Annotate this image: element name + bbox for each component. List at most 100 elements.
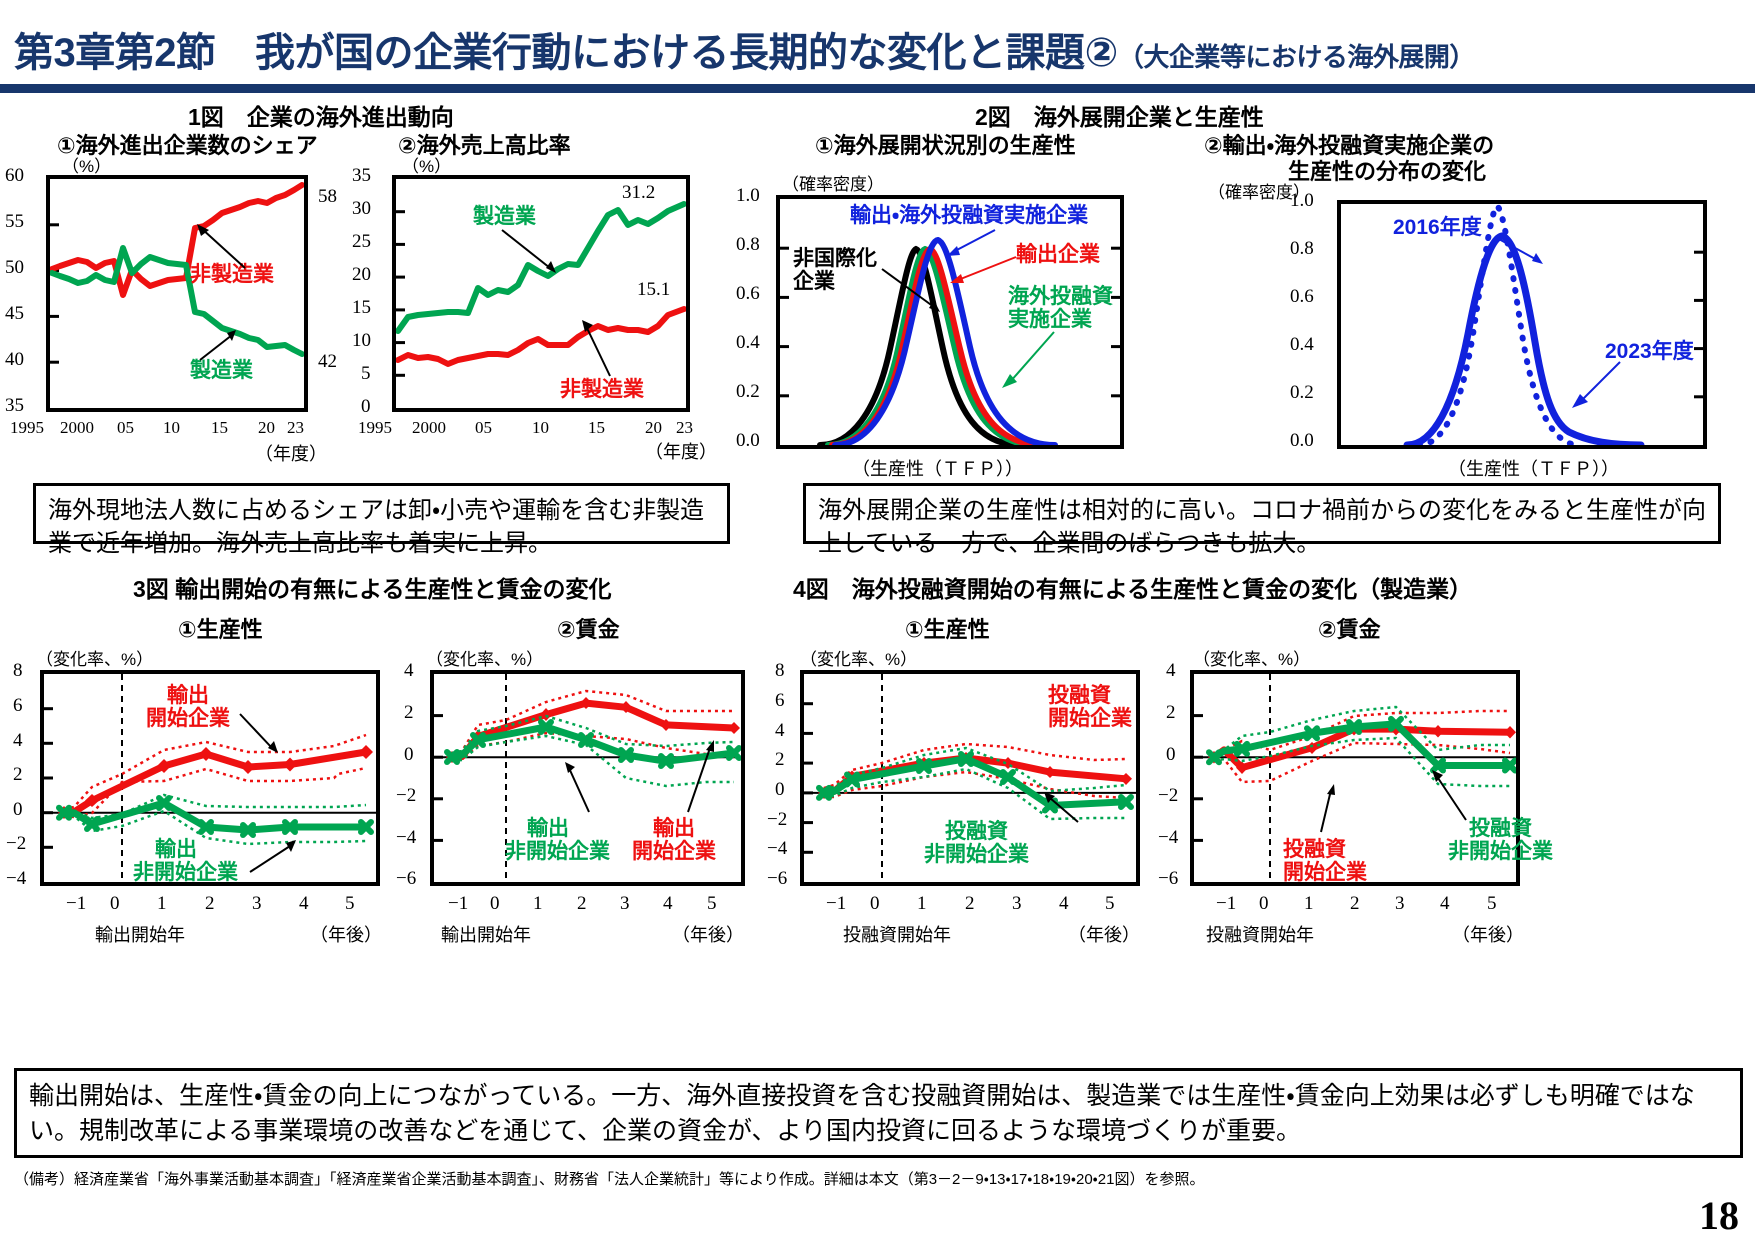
fig4-p1-label-green-l1: 投融資 [945,820,1008,843]
fig2-p1-arrow-red [950,256,1017,283]
fig3-p1-ytick-4: 4 [13,730,23,751]
fig1-panel1-subtitle: ①海外進出企業数のシェア [57,133,318,158]
fig4-p1-ytick-8: 8 [775,660,785,681]
fig1-p1-xtick-2000: 2000 [60,418,94,437]
fig2-p2-label-solid: 2023年度 [1605,340,1694,363]
fig4-p1-ytick-m2: −2 [767,809,788,830]
fig3-p1-xtick-3: 3 [252,893,262,914]
fig4-p1-xtick-5: 5 [1105,893,1115,914]
fig2-p2-plot [1337,200,1707,449]
fig2-title: 2図 海外展開企業と生産性 [975,104,1264,130]
fig3-p2-ytick-2: 2 [404,702,414,723]
fig2-p2-label-dotted: 2016年度 [1393,216,1482,239]
fig3-p2-ytick-m2: −2 [396,785,417,806]
fig2-p1-label-green-l1: 海外投融資 [1008,285,1113,308]
fig4-p2-xlabel-left: 投融資開始年 [1206,925,1314,945]
fig4-p1-label-red-l1: 投融資 [1048,684,1111,707]
fig1-p2-arrow-red [582,320,611,377]
fig2-p1-ytick-0: 0.0 [736,430,760,451]
fig3-p2-arrow-red [687,740,714,813]
fig3-p2-ytick-0: 0 [404,744,414,765]
fig1-p1-xtick-05: 05 [117,418,134,437]
fig3-p2-yunit: （変化率、%） [426,650,544,669]
fig1-p2-arrow-green [501,229,556,273]
fig3-p2-ytick-m6: −6 [396,868,417,889]
fig3-p1-ytick-2: 2 [13,764,23,785]
fig3-p1-ytick-8: 8 [13,660,23,681]
fig2-p2-yunit: （確率密度） [1208,183,1310,202]
fig2-p2-xcaption: （生産性（ＴＦＰ）） [1448,459,1619,479]
fig4-p2-xtick-3: 3 [1395,893,1405,914]
fig1-p1-xtick-1995: 1995 [10,418,44,437]
fig3-p2-label-red-l2: 開始企業 [632,840,716,863]
fig3-p1-xtick-5: 5 [345,893,355,914]
fig4-p2-arrow-green [1432,770,1467,821]
fig1-p2-ytick-10: 10 [352,330,371,351]
fig4-p1-xtick-4: 4 [1059,893,1069,914]
bottom-comment-box: 輸出開始は、生産性・賃金の向上につながっている。一方、海外直接投資を含む投融資開… [14,1068,1743,1158]
fig4-p2-yunit: （変化率、%） [1193,650,1311,669]
fig3-p1-xtick-m1: −1 [66,893,87,914]
fig4-p2-xlabel-right: （年後） [1452,925,1524,945]
fig4-p1-plot [800,670,1140,886]
fig3-p1-subtitle: ①生産性 [178,617,263,642]
fig3-p1-arrow-red [239,713,278,753]
fig1-p2-ytick-15: 15 [352,297,371,318]
fig1-p1-xtick-15: 15 [211,418,228,437]
fig3-p1-ytick-m2: −2 [6,833,27,854]
fig4-p1-yunit: （変化率、%） [800,650,918,669]
fig1-title: 1図 企業の海外進出動向 [188,104,454,130]
fig1-p2-ytick-25: 25 [352,231,371,252]
fig1-p1-xtick-23: 23 [287,418,304,437]
fig3-p1-xtick-4: 4 [299,893,309,914]
fig2-p1-ytick-06: 0.6 [736,283,760,304]
fig2-p1-ytick-04: 0.4 [736,332,760,353]
fig4-p2-ytick-4: 4 [1166,660,1176,681]
fig1-p1-yunit: （%） [62,157,112,176]
fig1-p1-xcaption: （年度） [255,444,327,464]
fig2-p1-label-black-l1: 非国際化 [793,247,877,270]
fig4-p2-ytick-2: 2 [1166,702,1176,723]
fig2-p2-ytick-1: 1.0 [1290,190,1314,211]
fig1-p1-arrow-green [199,330,236,361]
fig3-p1-xtick-2: 2 [205,893,215,914]
fig4-p1-ytick-6: 6 [775,690,785,711]
source-note: （備考）経済産業省「海外事業活動基本調査」「経済産業省企業活動基本調査」、財務省… [14,1171,1205,1188]
fig3-p2-ytick-4: 4 [404,660,414,681]
fig1-p2-xtick-2000: 2000 [412,418,446,437]
fig1-p2-xtick-10: 10 [532,418,549,437]
fig3-p1-ytick-6: 6 [13,695,23,716]
fig1-p1-ytick-40: 40 [5,349,24,370]
fig1-p1-arrow-red [197,224,246,269]
fig2-panel2-subtitle-line1: ②輸出・海外投融資実施企業の [1204,133,1495,158]
fig2-p1-xcaption: （生産性（ＴＦＰ）） [852,459,1023,479]
fig1-p2-ytick-0: 0 [361,396,371,417]
fig4-p2-ytick-0: 0 [1166,744,1176,765]
fig1-p2-endlabel-red: 15.1 [637,279,671,300]
fig1-comment-box: 海外現地法人数に占めるシェアは卸・小売や運輸を含む非製造業で近年増加。海外売上高… [33,483,730,557]
fig3-p1-xlabel-right: （年後） [310,925,382,945]
fig4-p2-subtitle: ②賃金 [1318,617,1381,642]
fig2-p2-ytick-02: 0.2 [1290,382,1314,403]
fig4-p1-arrow-green [1044,792,1079,823]
fig4-p2-ytick-m2: −2 [1158,785,1179,806]
fig3-p2-arrow-green [565,762,590,813]
fig2-p2-arrow-dotted [1496,237,1543,264]
fig2-p1-arrow-black [881,268,940,312]
fig3-p1-label-red-l1: 輸出 [167,684,209,707]
fig4-p2-label-red-l2: 開始企業 [1283,861,1367,884]
fig4-p2-xtick-m1: −1 [1216,893,1237,914]
fig2-p1-ytick-1: 1.0 [736,185,760,206]
fig4-p1-xtick-0: 0 [870,893,880,914]
fig4-p1-ytick-m4: −4 [767,838,788,859]
fig1-p1-ytick-60: 60 [5,165,24,186]
fig3-p1-arrow-green [249,840,296,873]
fig3-p1-xlabel-left: 輸出開始年 [95,925,185,945]
fig1-p1-endlabel-red: 58 [318,186,337,207]
fig4-p1-xlabel-right: （年後） [1068,925,1140,945]
page-title-main: 第3章第2節 我が国の企業行動における長期的な変化と課題② [14,31,1118,75]
fig4-p1-xtick-3: 3 [1012,893,1022,914]
fig1-p1-xtick-10: 10 [163,418,180,437]
fig4-p1-label-red-l2: 開始企業 [1048,707,1132,730]
